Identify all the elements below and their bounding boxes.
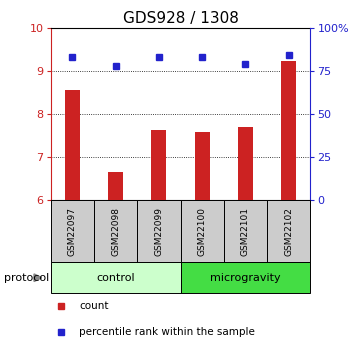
Bar [94, 200, 137, 262]
Text: count: count [79, 301, 109, 311]
Bar [108, 172, 123, 200]
Bar [51, 200, 94, 262]
Bar [51, 262, 180, 293]
Bar [267, 200, 310, 262]
Bar [137, 200, 180, 262]
Text: GSM22102: GSM22102 [284, 207, 293, 256]
Bar [65, 90, 80, 200]
Bar [224, 200, 267, 262]
Bar [151, 130, 166, 200]
Text: GSM22099: GSM22099 [155, 207, 163, 256]
Bar [195, 132, 210, 200]
Bar [180, 262, 310, 293]
Bar [180, 200, 224, 262]
Text: GSM22101: GSM22101 [241, 207, 250, 256]
Bar [238, 127, 253, 200]
Bar [281, 61, 296, 200]
Title: GDS928 / 1308: GDS928 / 1308 [123, 11, 238, 27]
Text: percentile rank within the sample: percentile rank within the sample [79, 327, 255, 337]
Text: control: control [96, 273, 135, 283]
Text: GSM22097: GSM22097 [68, 207, 77, 256]
Text: GSM22100: GSM22100 [198, 207, 206, 256]
Text: microgravity: microgravity [210, 273, 281, 283]
Text: GSM22098: GSM22098 [111, 207, 120, 256]
Text: protocol: protocol [4, 273, 49, 283]
